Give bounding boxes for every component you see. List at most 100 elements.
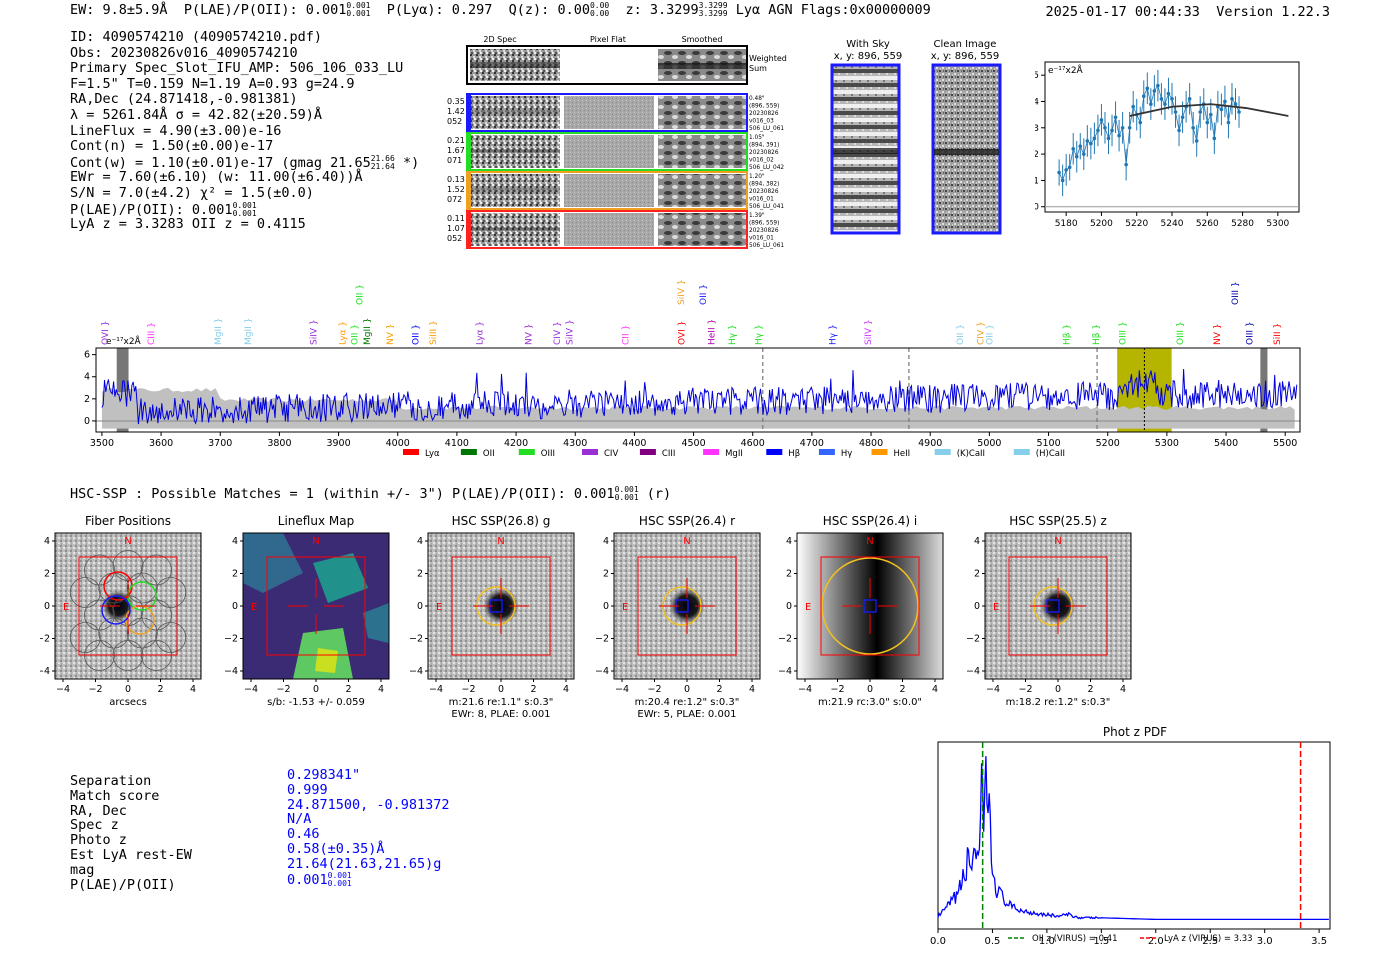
legend-label: Hβ (788, 449, 800, 459)
match-label-photoz: Photo z (70, 832, 127, 849)
thumb-ytick-label: 4 (232, 536, 238, 547)
legend-label: Lyα (425, 449, 440, 459)
zoom-xtick-label: 5300 (1266, 219, 1289, 229)
full-xtick-label: 4600 (741, 438, 765, 449)
cutout-right-meta: 506_LU_042 (749, 165, 784, 171)
thumbnail-panels: Fiber Positions N E −4 −4 −2 −2 0 0 2 2 4 4 arcsecs Li… (40, 514, 1132, 720)
weighted-sum-label2: Sum (749, 64, 767, 73)
match-val-lya-ew: 0.58(±0.35)Å (287, 840, 385, 857)
full-ytick-label: 2 (84, 394, 90, 405)
info-lya: LyA z = 3.3283 OII z = 0.4115 (70, 216, 306, 233)
zoom-series-line (1058, 84, 1240, 182)
cutout-flat (564, 96, 654, 129)
pdf-xtick-label: 0.5 (984, 936, 1000, 947)
fiber-circle (69, 577, 101, 608)
cutout-left-stat: 1.07 (447, 224, 465, 233)
match-label-radec: RA, Dec (70, 802, 127, 819)
cutout-smoothed (658, 135, 746, 168)
thumb-caption-2: EWr: 8, PLAE: 0.001 (451, 709, 550, 720)
cutout-right-meta: 20230826 (749, 111, 779, 117)
search-box (820, 556, 920, 656)
thumb-xtick-label: −2 (647, 684, 661, 695)
weighted-sum-label: Weighted (749, 54, 787, 63)
thumb-ytick-label: 4 (417, 536, 423, 547)
fiber-circle (126, 617, 158, 649)
thumb-xtick-label: 2 (1087, 684, 1093, 695)
thumb-title: HSC SSP(25.5) z (1009, 514, 1107, 528)
legend-swatch (1013, 449, 1030, 455)
thumb-xtick-label: −4 (429, 684, 443, 695)
thumb-ytick-label: 4 (44, 536, 50, 547)
match-val-plae-sub: 0.001 (327, 878, 352, 888)
full-xtick-label: 4200 (504, 438, 528, 449)
cutout-left-stat: 072 (447, 195, 462, 204)
cutout-left-stat: 0.11 (447, 214, 465, 223)
thumb-xtick-label: 2 (345, 684, 351, 695)
search-box (1008, 556, 1108, 656)
thumb-xtick-label: −4 (615, 684, 629, 695)
thumb-xtick-label: −4 (986, 684, 1000, 695)
match-val-photoz: 0.46 (287, 826, 320, 843)
emission-line-label: HeII } (707, 319, 717, 345)
emission-line-label: CIII } (147, 322, 157, 345)
cutout-right-meta: 0.48" (749, 96, 765, 102)
full-xtick-label: 4000 (386, 438, 410, 449)
cutout-right-meta: 1.20" (749, 174, 765, 180)
photz-pdf-chart: Phot z PDF 0.0 0.5 1.0 1.5 2.0 2.5 3.0 3.5 OII z… (930, 725, 1331, 947)
full-spectrum-content: 3500 3600 3700 3800 3900 4000 4100 4200 4300 4400… (84, 279, 1300, 449)
full-xtick-label: 4900 (918, 438, 942, 449)
legend-swatch (460, 449, 477, 455)
source-blob (483, 588, 519, 624)
thumb-caption: s/b: -1.53 +/- 0.059 (267, 697, 365, 708)
hsc-match-sub: 0.001 (614, 493, 639, 502)
source-blob (1040, 588, 1076, 624)
thumb-xtick-label: 4 (190, 684, 196, 695)
cutout-right-meta: v016_03 (749, 119, 774, 125)
match-val-score: 0.999 (287, 781, 328, 798)
header-qz-sup: 0.00 (589, 1, 610, 10)
cutout-row-colorbar (467, 211, 471, 248)
zoom-chart-ylabel: e⁻¹⁷x2Å (1048, 64, 1084, 76)
match-label-specz: Spec z (70, 817, 119, 834)
hsc-match-text: HSC-SSP : Possible Matches = 1 (within +… (70, 486, 615, 502)
full-spectrum-line (101, 368, 1298, 425)
full-spec-ylabel: e⁻¹⁷x2Å (106, 335, 142, 347)
emission-line-label: OIII } (1176, 321, 1186, 345)
emission-line-label: Hβ } (1092, 324, 1102, 345)
search-box (78, 556, 178, 656)
cutout-left-stat: 0.21 (447, 136, 465, 145)
north-label: N (866, 536, 873, 547)
zoom-point (1237, 110, 1241, 114)
emission-line-label: OIII } (1246, 321, 1256, 345)
thumb-ytick-label: −4 (409, 666, 423, 677)
north-label: N (497, 536, 504, 547)
fiber-circle (155, 622, 187, 653)
zoom-ytick-label: 0 (1035, 203, 1039, 213)
thumb-xtick-label: 0 (684, 684, 690, 695)
thumb-title: Lineflux Map (278, 514, 354, 528)
north-label: N (1054, 536, 1061, 547)
emission-line-label: SiII } (1273, 323, 1283, 345)
thumb-ytick-label: 4 (603, 536, 609, 547)
full-xtick-label: 4500 (681, 438, 705, 449)
cutout-right-meta: 20230826 (749, 189, 779, 195)
info-ewr: EWr = 7.60(±6.10) (w: 11.00(±6.40))Å (70, 169, 363, 186)
thumb-ytick-label: 2 (974, 569, 980, 580)
legend-label: (K)CaII (957, 449, 985, 459)
emission-line-label-upper: OII } (355, 284, 365, 305)
zoom-spectrum-chart: e⁻¹⁷x2Å 5180 5200 5220 5240 5260 5280 5300 0 1 2 3… (1035, 61, 1300, 229)
header-plae: P(LAE)/P(OII): 0.001 (183, 2, 347, 18)
thumb-ytick-label: 0 (974, 601, 980, 612)
thumb-ytick-label: −2 (40, 634, 50, 645)
legend-swatch (871, 449, 888, 455)
match-label-plae: P(LAE)/P(OII) (70, 876, 176, 893)
thumb-xtick-label: 2 (716, 684, 722, 695)
north-label: N (124, 536, 131, 547)
thumb-xtick-label: 4 (563, 684, 569, 695)
info-contw-sub: 21.64 (370, 161, 395, 171)
full-xtick-label: 4800 (859, 438, 883, 449)
info-contw: Cont(w) = 1.10(±0.01)e-17 (gmag 21.65 21.… (70, 154, 419, 171)
cutout-right-meta: v016_01 (749, 197, 774, 203)
cutout-left-stat: 052 (447, 117, 462, 126)
